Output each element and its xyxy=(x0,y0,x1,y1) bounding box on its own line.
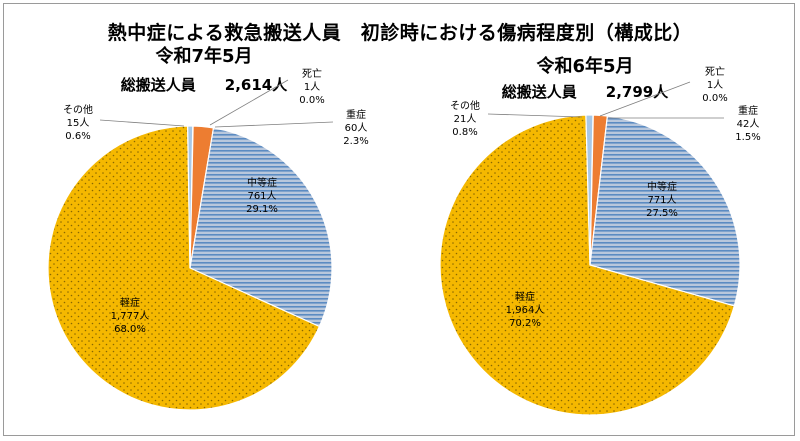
pie-slice-mild xyxy=(439,114,736,416)
label-count-moderate: 771人 xyxy=(647,194,676,206)
label-count-mild: 1,777人 xyxy=(111,310,150,322)
leader-line-death xyxy=(599,81,691,117)
label-name-death: 死亡 xyxy=(302,67,322,80)
pie-slice-mild xyxy=(47,125,321,411)
pie-slice-other xyxy=(585,114,594,266)
total-caption: 総搬送人員 xyxy=(502,83,592,101)
total-value: 2,799人 xyxy=(606,83,669,101)
label-name-mild: 軽症 xyxy=(120,296,140,309)
pie-title: 令和6年5月 xyxy=(535,55,633,77)
label-pct-mild: 68.0% xyxy=(114,324,146,335)
label-name-death: 死亡 xyxy=(705,65,725,78)
leader-line-other xyxy=(99,119,185,127)
total-label: 総搬送人員 2,799人 xyxy=(502,83,669,101)
label-pct-death: 0.0% xyxy=(299,95,324,106)
label-name-other: その他 xyxy=(450,99,480,112)
label-count-mild: 1,964人 xyxy=(506,304,545,316)
leader-line-severe xyxy=(214,121,334,128)
total-label: 総搬送人員 2,614人 xyxy=(121,76,288,94)
label-name-severe: 重症 xyxy=(346,108,366,121)
pie-slice-moderate xyxy=(589,115,741,307)
leader-line-other xyxy=(487,113,583,118)
label-count-other: 21人 xyxy=(454,113,477,125)
label-count-moderate: 761人 xyxy=(247,190,276,202)
pie-slice-moderate xyxy=(189,127,333,328)
label-name-moderate: 中等症 xyxy=(647,180,677,193)
label-pct-moderate: 27.5% xyxy=(646,208,678,219)
label-pct-mild: 70.2% xyxy=(509,318,541,329)
label-pct-death: 0.0% xyxy=(702,93,727,104)
label-count-other: 15人 xyxy=(67,117,90,129)
label-pct-severe: 2.3% xyxy=(343,136,368,147)
label-pct-moderate: 29.1% xyxy=(246,204,278,215)
label-count-severe: 42人 xyxy=(737,118,760,130)
total-value: 2,614人 xyxy=(225,76,288,94)
label-pct-other: 0.6% xyxy=(65,131,90,142)
label-name-moderate: 中等症 xyxy=(247,176,277,189)
leader-line-death xyxy=(209,79,289,126)
label-pct-severe: 1.5% xyxy=(735,132,760,143)
label-count-death: 1人 xyxy=(304,81,320,93)
label-count-death: 1人 xyxy=(707,79,723,91)
label-name-mild: 軽症 xyxy=(515,290,535,303)
pie-slice-other xyxy=(187,125,194,269)
pie-title: 令和7年5月 xyxy=(154,45,252,67)
label-pct-other: 0.8% xyxy=(452,127,477,138)
label-name-other: その他 xyxy=(63,103,93,116)
label-name-severe: 重症 xyxy=(738,104,758,117)
main-title: 熱中症による救急搬送人員 初診時における傷病程度別（構成比） xyxy=(107,22,693,44)
label-count-severe: 60人 xyxy=(345,122,368,134)
total-caption: 総搬送人員 xyxy=(121,76,211,94)
